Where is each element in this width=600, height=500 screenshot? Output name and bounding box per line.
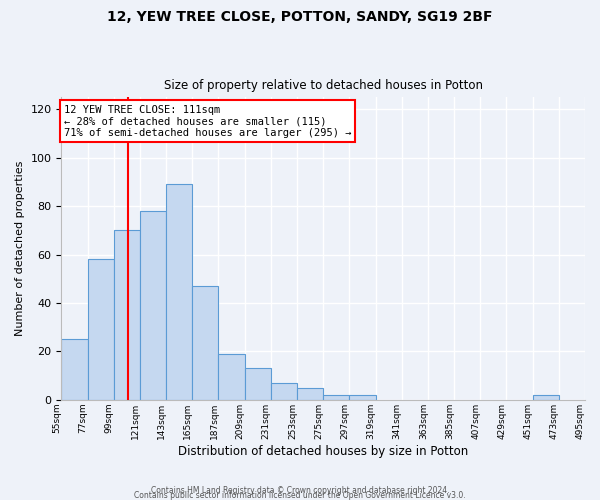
Bar xyxy=(61,340,88,400)
Bar xyxy=(218,354,245,400)
Bar xyxy=(166,184,193,400)
Title: Size of property relative to detached houses in Potton: Size of property relative to detached ho… xyxy=(164,79,483,92)
Bar xyxy=(193,286,218,400)
Text: Contains public sector information licensed under the Open Government Licence v3: Contains public sector information licen… xyxy=(134,491,466,500)
Bar xyxy=(297,388,323,400)
Bar xyxy=(271,383,297,400)
Text: Contains HM Land Registry data © Crown copyright and database right 2024.: Contains HM Land Registry data © Crown c… xyxy=(151,486,449,495)
Bar xyxy=(114,230,140,400)
Bar xyxy=(245,368,271,400)
Text: 12, YEW TREE CLOSE, POTTON, SANDY, SG19 2BF: 12, YEW TREE CLOSE, POTTON, SANDY, SG19 … xyxy=(107,10,493,24)
Bar xyxy=(88,260,114,400)
Bar xyxy=(533,395,559,400)
Y-axis label: Number of detached properties: Number of detached properties xyxy=(15,161,25,336)
Bar xyxy=(349,395,376,400)
Text: 12 YEW TREE CLOSE: 111sqm
← 28% of detached houses are smaller (115)
71% of semi: 12 YEW TREE CLOSE: 111sqm ← 28% of detac… xyxy=(64,104,351,138)
X-axis label: Distribution of detached houses by size in Potton: Distribution of detached houses by size … xyxy=(178,444,469,458)
Bar xyxy=(323,395,349,400)
Bar xyxy=(140,211,166,400)
